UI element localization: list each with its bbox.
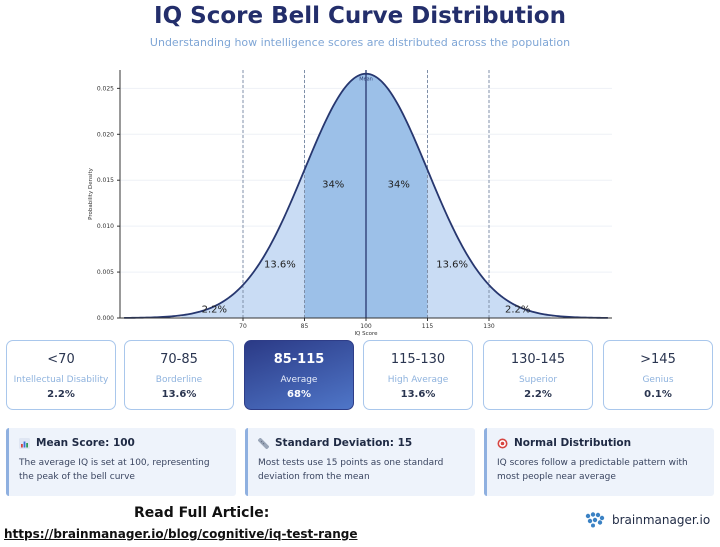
info-card-title: Standard Deviation: 15 — [275, 437, 413, 449]
category-card: 70-85 Borderline 13.6% — [124, 340, 234, 410]
y-axis-label: Probability Density — [88, 167, 94, 219]
category-label: Intellectual Disability — [13, 375, 109, 385]
read-article-heading: Read Full Article: — [134, 505, 270, 521]
category-label: Superior — [518, 375, 558, 385]
category-percent: 68% — [287, 389, 311, 400]
region-percent-label: 13.6% — [436, 259, 468, 270]
region-percent-label: 2.2% — [505, 304, 530, 315]
brand-name: brainmanager.io — [612, 513, 711, 527]
info-card-title: Mean Score: 100 — [36, 437, 135, 449]
category-card: >145 Genius 0.1% — [603, 340, 713, 410]
category-percent: 2.2% — [524, 389, 552, 400]
category-percent: 0.1% — [644, 389, 672, 400]
y-tick-label: 0.015 — [97, 177, 114, 184]
article-link[interactable]: https://brainmanager.io/blog/cognitive/i… — [4, 527, 358, 541]
category-card-highlighted: 85-115 Average 68% — [244, 340, 354, 410]
info-card-text: IQ scores follow a predictable pattern w… — [497, 458, 688, 482]
ruler-icon — [258, 437, 269, 449]
y-tick-label: 0.005 — [97, 269, 114, 276]
x-axis-label: IQ Score — [354, 331, 378, 337]
category-range: >145 — [640, 352, 676, 367]
category-range: 85-115 — [273, 352, 325, 367]
region-fill — [366, 73, 428, 319]
category-range: 115-130 — [390, 352, 446, 367]
bar-chart-icon — [19, 437, 30, 449]
category-card: <70 Intellectual Disability 2.2% — [6, 340, 116, 410]
category-card: 115-130 High Average 13.6% — [363, 340, 473, 410]
y-tick-label: 0.000 — [97, 315, 114, 322]
category-range: <70 — [47, 352, 75, 367]
y-tick-label: 0.020 — [97, 131, 114, 138]
category-range: 70-85 — [160, 352, 198, 367]
iq-category-cards: <70 Intellectual Disability 2.2% 70-85 B… — [6, 340, 716, 412]
bell-curve-chart: 0.000 0.005 0.010 0.015 0.020 0.025 70 85 100 115… — [88, 70, 612, 337]
category-label: Genius — [642, 375, 674, 385]
category-label: Borderline — [155, 375, 203, 385]
x-tick-label: 85 — [301, 323, 309, 330]
y-tick-label: 0.010 — [97, 223, 114, 230]
chart-curve — [124, 72, 608, 319]
region-percent-label: 34% — [388, 180, 410, 191]
brain-icon — [585, 512, 605, 528]
info-card-distribution: Normal Distribution IQ scores follow a p… — [484, 428, 714, 496]
category-label: High Average — [387, 375, 449, 385]
category-label: Average — [280, 375, 318, 385]
page-subtitle: Understanding how intelligence scores ar… — [149, 36, 571, 49]
x-tick-label: 130 — [483, 323, 495, 330]
region-fill — [181, 284, 243, 318]
bell-curve-line — [124, 72, 608, 319]
category-range: 130-145 — [510, 352, 566, 367]
mean-label: Mean — [359, 77, 373, 83]
chart-labels: Mean 2.2% 13.6% 34% 34% 13.6% 2.2% — [202, 77, 531, 316]
category-card: 130-145 Superior 2.2% — [483, 340, 593, 410]
region-percent-label: 2.2% — [202, 304, 227, 315]
chart-reference-lines — [242, 70, 490, 318]
x-tick-label: 115 — [422, 323, 434, 330]
info-card-mean: Mean Score: 100 The average IQ is set at… — [6, 428, 236, 496]
info-card-title: Normal Distribution — [514, 437, 632, 449]
page-title: IQ Score Bell Curve Distribution — [154, 3, 566, 29]
region-fill — [489, 284, 551, 318]
y-tick-label: 0.025 — [97, 85, 114, 92]
brand-logo: brainmanager.io — [584, 511, 710, 529]
x-tick-label: 100 — [360, 323, 372, 330]
info-card-sd: Standard Deviation: 15 Most tests use 15… — [245, 428, 475, 496]
info-card-text: The average IQ is set at 100, representi… — [19, 458, 210, 482]
info-card-text: Most tests use 15 points as one standard… — [258, 458, 444, 482]
x-tick-label: 70 — [239, 323, 247, 330]
category-percent: 13.6% — [400, 389, 436, 400]
region-fill — [304, 73, 366, 319]
target-icon — [497, 438, 508, 448]
category-percent: 13.6% — [161, 389, 197, 400]
region-percent-label: 13.6% — [264, 259, 296, 270]
category-percent: 2.2% — [47, 389, 75, 400]
region-percent-label: 34% — [322, 180, 344, 191]
chart-axes: 0.000 0.005 0.010 0.015 0.020 0.025 70 85 100 115… — [88, 70, 612, 337]
